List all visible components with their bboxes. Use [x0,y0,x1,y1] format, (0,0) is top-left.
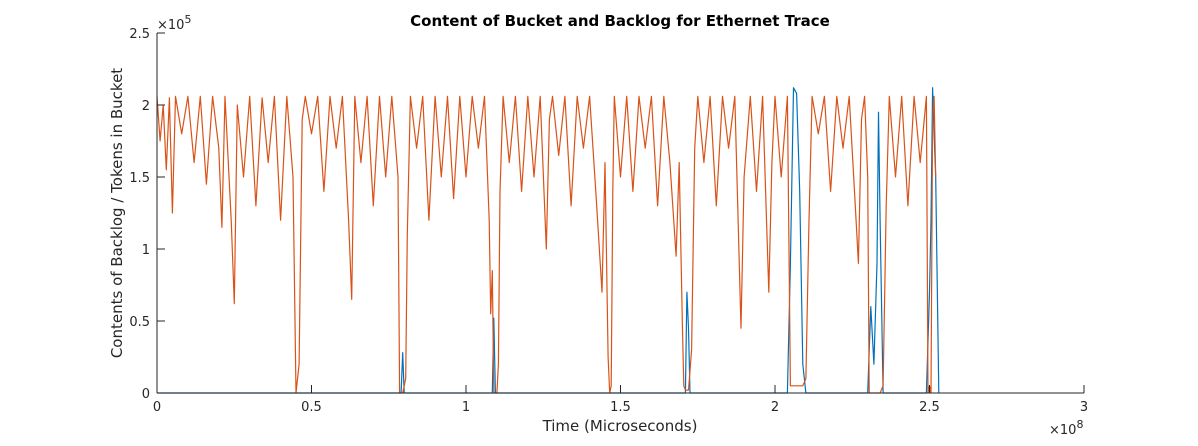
x-exponent: ×108 [1049,418,1083,438]
y-ticks: 0 0.5 1 1.5 2 2.5 [129,27,165,402]
x-axis-label: Time (Microseconds) [542,417,698,435]
x-exponent-base: ×10 [1049,423,1076,438]
x-tick-label: 1 [462,400,470,415]
svg-text:×105: ×105 [157,13,191,33]
series-line-2 [156,95,937,394]
x-tick-label: 1.5 [610,400,631,415]
plot-area [156,87,940,394]
y-exponent-power: 5 [184,13,191,26]
x-tick-label: 0 [153,400,161,415]
y-tick-label: 0 [142,387,150,402]
series-line-1 [157,87,940,394]
x-tick-label: 2.5 [919,400,940,415]
y-tick-label: 1.5 [129,171,150,186]
chart-title: Content of Bucket and Backlog for Ethern… [410,12,830,30]
y-tick-label: 2 [142,99,150,114]
x-exponent-power: 8 [1076,418,1083,431]
y-exponent: ×105 [157,13,191,33]
y-tick-label: 0.5 [129,315,150,330]
x-tick-label: 0.5 [301,400,322,415]
x-tick-label: 3 [1080,400,1088,415]
y-tick-label: 1 [142,243,150,258]
x-tick-label: 2 [771,400,779,415]
y-tick-label: 2.5 [129,27,150,42]
y-exponent-base: ×10 [157,18,184,33]
svg-text:×108: ×108 [1049,418,1083,438]
y-axis-label: Contents of Backlog / Tokens in Bucket [108,68,126,358]
x-ticks: 0 0.5 1 1.5 2 2.5 3 [153,385,1088,415]
